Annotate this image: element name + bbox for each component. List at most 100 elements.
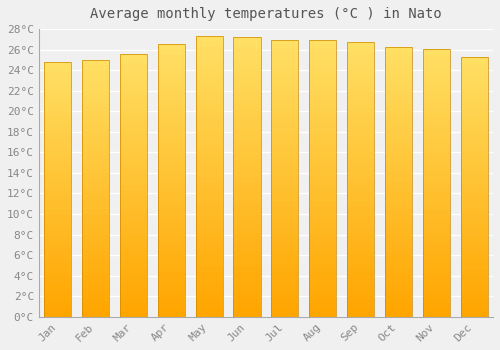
Bar <box>385 47 412 52</box>
Bar <box>82 163 109 168</box>
Bar <box>422 204 450 210</box>
Bar <box>234 82 260 88</box>
Bar <box>422 295 450 301</box>
Bar <box>196 165 223 171</box>
Bar <box>309 134 336 140</box>
Bar <box>234 99 260 104</box>
Bar <box>422 91 450 97</box>
Bar <box>120 164 147 169</box>
Bar <box>347 130 374 136</box>
Bar <box>385 111 412 117</box>
Bar <box>196 132 223 137</box>
Bar <box>44 205 72 210</box>
Bar <box>158 61 185 66</box>
Bar <box>385 138 412 144</box>
Bar <box>82 132 109 137</box>
Bar <box>385 241 412 246</box>
Bar <box>460 109 488 114</box>
Bar <box>82 286 109 291</box>
Bar <box>234 76 260 82</box>
Bar <box>196 233 223 238</box>
Bar <box>234 88 260 93</box>
Bar <box>158 175 185 181</box>
Bar <box>158 110 185 115</box>
Bar <box>44 210 72 215</box>
Bar <box>196 98 223 104</box>
Bar <box>158 137 185 142</box>
Bar <box>120 275 147 280</box>
Bar <box>82 224 109 230</box>
Bar <box>309 178 336 184</box>
Bar <box>309 190 336 195</box>
Bar <box>158 44 185 317</box>
Bar <box>347 300 374 306</box>
Bar <box>120 154 147 159</box>
Bar <box>158 230 185 235</box>
Bar <box>158 191 185 197</box>
Bar <box>158 202 185 208</box>
Bar <box>120 248 147 254</box>
Bar <box>234 194 260 199</box>
Bar <box>422 49 450 54</box>
Bar <box>82 60 109 65</box>
Bar <box>347 262 374 267</box>
Bar <box>234 233 260 239</box>
Bar <box>44 72 72 77</box>
Bar <box>44 251 72 256</box>
Bar <box>422 150 450 156</box>
Bar <box>385 182 412 187</box>
Bar <box>158 289 185 295</box>
Bar <box>44 118 72 123</box>
Bar <box>234 244 260 250</box>
Bar <box>234 289 260 294</box>
Bar <box>422 161 450 167</box>
Bar <box>120 264 147 270</box>
Bar <box>44 276 72 281</box>
Bar <box>347 147 374 152</box>
Bar <box>460 239 488 244</box>
Bar <box>309 261 336 267</box>
Bar <box>158 251 185 257</box>
Bar <box>385 209 412 214</box>
Bar <box>158 186 185 191</box>
Bar <box>82 70 109 75</box>
Bar <box>158 66 185 72</box>
Bar <box>422 215 450 220</box>
Bar <box>44 62 72 317</box>
Bar <box>234 144 260 149</box>
Bar <box>347 70 374 75</box>
Bar <box>234 222 260 228</box>
Bar <box>309 51 336 57</box>
Bar <box>271 206 298 212</box>
Bar <box>196 137 223 143</box>
Bar <box>347 251 374 257</box>
Bar <box>460 150 488 156</box>
Bar <box>82 281 109 286</box>
Bar <box>158 306 185 312</box>
Bar <box>196 227 223 233</box>
Bar <box>271 251 298 256</box>
Bar <box>271 173 298 178</box>
Bar <box>422 279 450 285</box>
Bar <box>460 213 488 218</box>
Bar <box>120 112 147 117</box>
Bar <box>82 271 109 276</box>
Bar <box>271 68 298 74</box>
Bar <box>460 114 488 119</box>
Bar <box>385 203 412 209</box>
Bar <box>309 245 336 251</box>
Bar <box>234 116 260 121</box>
Bar <box>44 169 72 174</box>
Bar <box>82 255 109 260</box>
Bar <box>120 106 147 112</box>
Bar <box>82 245 109 250</box>
Bar <box>309 284 336 289</box>
Bar <box>271 256 298 261</box>
Bar <box>196 64 223 70</box>
Bar <box>271 107 298 112</box>
Bar <box>385 79 412 84</box>
Bar <box>158 170 185 175</box>
Bar <box>309 223 336 228</box>
Bar <box>385 106 412 111</box>
Bar <box>196 48 223 53</box>
